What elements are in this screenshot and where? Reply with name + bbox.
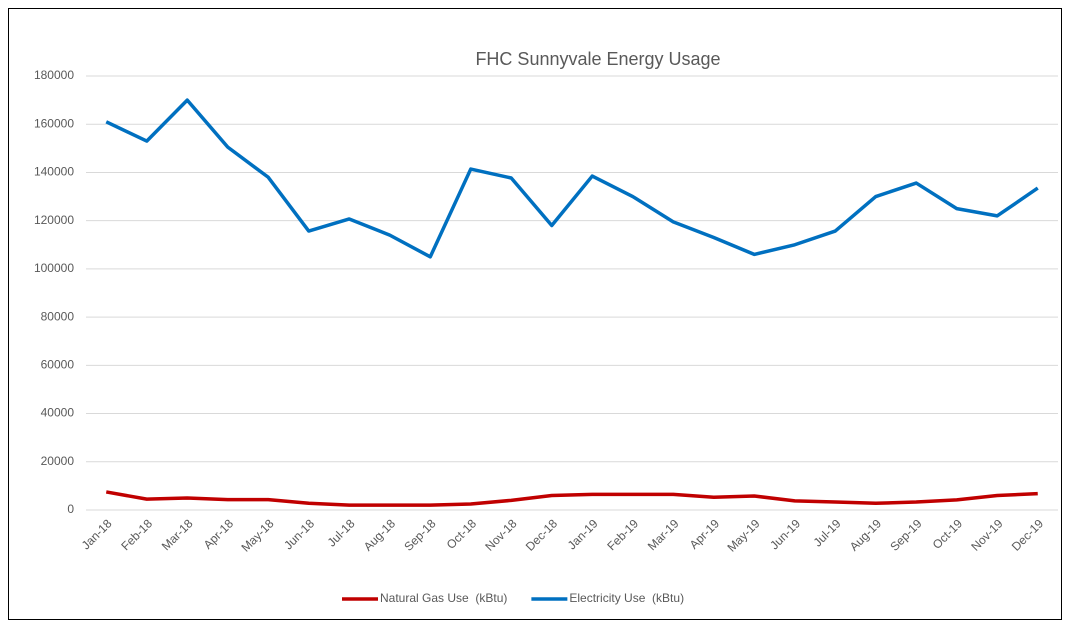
legend-label: Natural Gas Use (kBtu)	[380, 591, 507, 605]
y-tick-label: 180000	[34, 68, 74, 82]
y-tick-label: 140000	[34, 165, 74, 179]
y-tick-label: 0	[67, 502, 74, 516]
y-tick-label: 120000	[34, 213, 74, 227]
y-tick-label: 40000	[41, 406, 75, 420]
data-line	[105, 98, 1039, 259]
chart-border	[8, 8, 1062, 620]
y-tick-label: 100000	[34, 261, 74, 275]
y-tick-label: 20000	[41, 454, 75, 468]
y-tick-label: 60000	[41, 358, 75, 372]
chart-title: FHC Sunnyvale Energy Usage	[475, 49, 720, 69]
legend-label: Electricity Use (kBtu)	[569, 591, 684, 605]
y-tick-label: 160000	[34, 116, 74, 130]
y-tick-label: 80000	[41, 309, 75, 323]
data-line	[105, 490, 1038, 507]
